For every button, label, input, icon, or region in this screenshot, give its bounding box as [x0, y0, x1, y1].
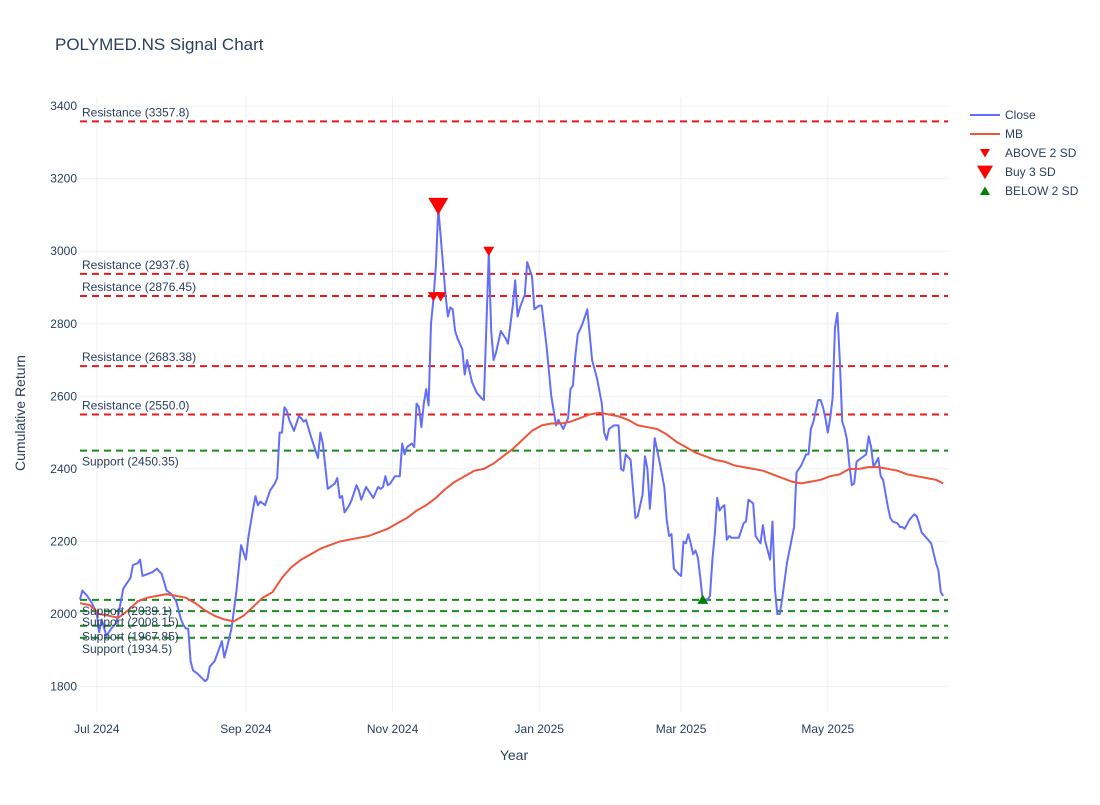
legend-swatch-above-2-sd	[980, 149, 990, 158]
y-tick-label: 2000	[50, 607, 77, 621]
legend-label: Close	[1005, 108, 1036, 122]
series-line-close	[79, 206, 945, 683]
support-label: Support (2008.15)	[82, 615, 179, 629]
marker-layer	[427, 197, 709, 604]
x-tick-label: Mar 2025	[656, 722, 707, 736]
y-tick-label: 3200	[50, 172, 77, 186]
legend-label: BELOW 2 SD	[1005, 184, 1079, 198]
marker-above-2-sd	[483, 246, 495, 257]
resistance-label: Resistance (3357.8)	[82, 105, 189, 119]
chart-title: POLYMED.NS Signal Chart	[55, 35, 264, 54]
x-tick-label: Jul 2024	[74, 722, 120, 736]
support-label: Support (2450.35)	[82, 455, 179, 469]
y-tick-label: 1800	[50, 680, 77, 694]
marker-below-2-sd	[697, 594, 709, 604]
legend-label: Buy 3 SD	[1005, 165, 1056, 179]
resistance-label: Resistance (2876.45)	[82, 280, 196, 294]
y-tick-label: 2600	[50, 389, 77, 403]
x-tick-label: Sep 2024	[220, 722, 272, 736]
x-tick-label: Jan 2025	[515, 722, 565, 736]
support-label: Support (1967.85)	[82, 630, 179, 644]
resistance-label: Resistance (2937.6)	[82, 258, 189, 272]
legend-label: MB	[1005, 127, 1023, 141]
resistance-label: Resistance (2683.38)	[82, 350, 196, 364]
y-tick-label: 2200	[50, 534, 77, 548]
support-label: Support (2039.1)	[82, 604, 172, 618]
y-tick-label: 2800	[50, 317, 77, 331]
y-axis-title: Cumulative Return	[12, 355, 28, 471]
level-lines-layer	[80, 120, 948, 639]
series-layer	[79, 206, 945, 683]
support-label: Support (1934.5)	[82, 642, 172, 656]
level-labels-layer: Resistance (3357.8) Resistance (2937.6) Re…	[82, 105, 196, 655]
legend-swatch-buy-3-sd	[977, 165, 993, 180]
legend-label: ABOVE 2 SD	[1005, 146, 1077, 160]
legend-swatch-below-2-sd	[980, 186, 990, 195]
marker-above-2-sd	[427, 292, 439, 302]
x-tick-label: Nov 2024	[367, 722, 419, 736]
grid-layer	[80, 97, 948, 712]
marker-above-2-sd	[435, 292, 447, 302]
series-line-mb	[79, 411, 944, 623]
y-tick-label: 3000	[50, 244, 77, 258]
y-tick-label: 3400	[50, 99, 77, 113]
axis-layer: 1800 2000 2200 2400 2600 2800 3000 3200 3400 Jul …	[50, 99, 854, 736]
x-tick-label: May 2025	[801, 722, 854, 736]
marker-buy-3-sd	[428, 197, 449, 215]
y-tick-label: 2400	[50, 462, 77, 476]
x-axis-title: Year	[500, 747, 529, 763]
legend[interactable]: Close MB ABOVE 2 SD Buy 3 SD BELOW 2 SD	[970, 108, 1079, 198]
resistance-label: Resistance (2550.0)	[82, 398, 189, 412]
